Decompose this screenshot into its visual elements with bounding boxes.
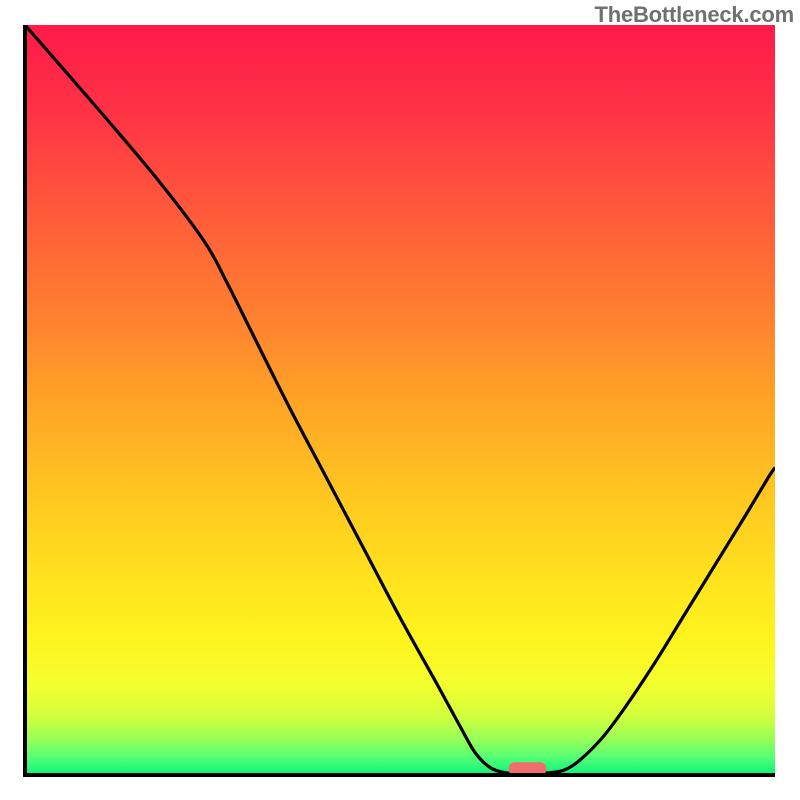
bottleneck-chart: TheBottleneck.com bbox=[0, 0, 800, 800]
gradient-background bbox=[25, 25, 775, 775]
watermark-text: TheBottleneck.com bbox=[594, 2, 794, 28]
chart-svg bbox=[0, 0, 800, 800]
